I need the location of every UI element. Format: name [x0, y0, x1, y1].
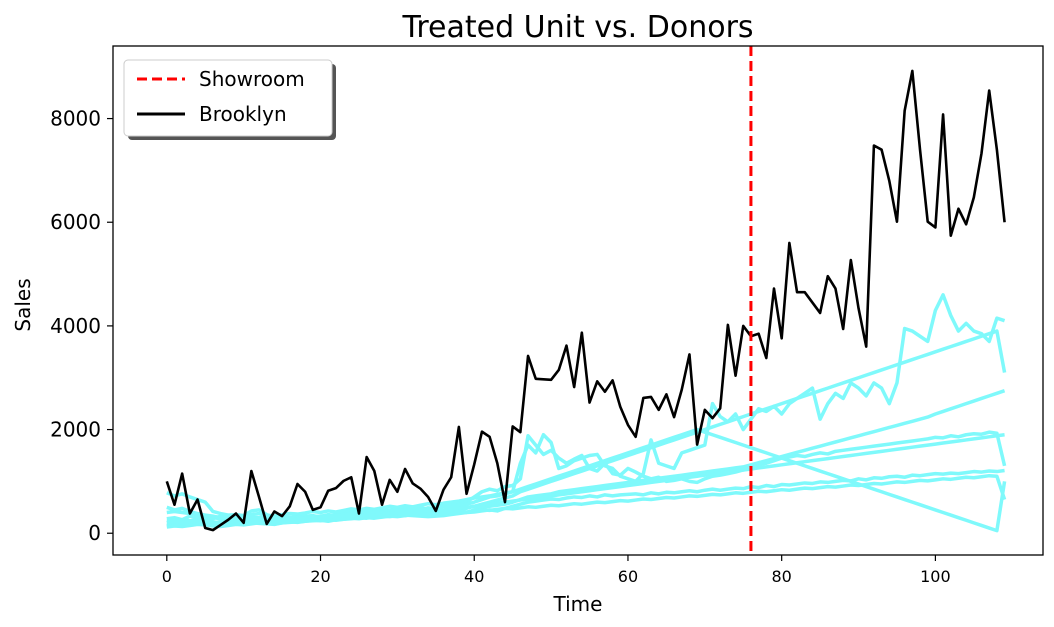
legend-showroom-label: Showroom: [199, 67, 305, 91]
x-axis: 0 20 40 60 80 100: [162, 555, 951, 586]
treated-line: [165, 69, 1006, 532]
x-axis-label: Time: [553, 592, 603, 616]
x-tick-label-0: 0: [162, 567, 172, 586]
treated-series-group: [165, 69, 1006, 532]
y-axis: 0 2000 4000 6000 8000: [50, 107, 113, 545]
x-tick-label-100: 100: [920, 567, 951, 586]
plot-frame: [112, 45, 1044, 556]
x-tick-label-40: 40: [464, 567, 484, 586]
donor-line-8: [166, 427, 1007, 533]
chart-title: Treated Unit vs. Donors: [401, 10, 753, 45]
x-tick-label-20: 20: [310, 567, 330, 586]
y-tick-label-2000: 2000: [50, 418, 101, 442]
y-tick-label-0: 0: [88, 521, 101, 545]
x-tick-label-60: 60: [618, 567, 638, 586]
legend: Showroom Brooklyn: [123, 59, 336, 140]
legend-brooklyn-label: Brooklyn: [199, 102, 287, 126]
y-tick-label-6000: 6000: [50, 210, 101, 234]
y-axis-label: Sales: [11, 278, 35, 331]
donor-line-6: [166, 433, 1005, 525]
x-tick-label-80: 80: [771, 567, 791, 586]
donor-series-group: [166, 293, 1007, 533]
y-tick-label-8000: 8000: [50, 107, 101, 131]
y-tick-label-4000: 4000: [50, 314, 101, 338]
donor-line-2: [166, 430, 1007, 521]
